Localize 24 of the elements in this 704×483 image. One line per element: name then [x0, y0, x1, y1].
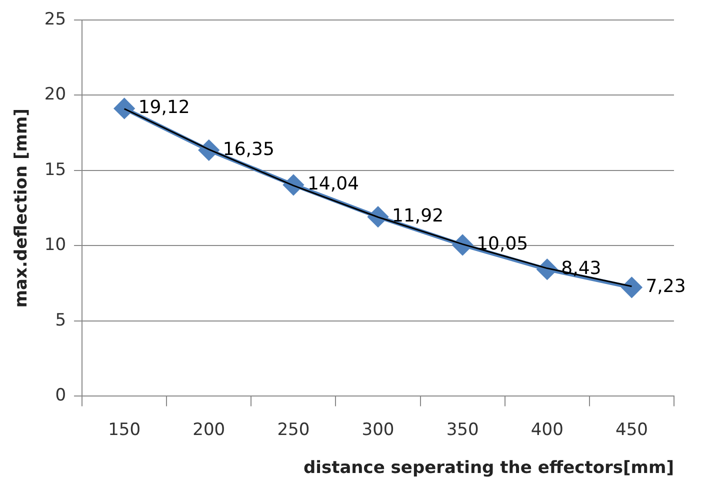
data-label: 19,12 [138, 97, 190, 118]
data-label: 8,43 [561, 258, 602, 280]
y-tick-label: 5 [55, 310, 66, 330]
y-tick-label: 25 [44, 9, 66, 30]
point [114, 98, 134, 118]
data-label: 11,92 [392, 206, 444, 226]
y-tick-label: 20 [44, 84, 66, 105]
x-tick-label: 400 [530, 420, 564, 440]
y-tick-label: 15 [44, 160, 66, 180]
y-tick-label: 10 [44, 235, 66, 256]
y-axis-title: max.deflection [mm] [12, 108, 32, 308]
x-axis-title: distance seperating the effectors[mm] [303, 458, 674, 478]
x-tick-label: 450 [615, 420, 648, 440]
point [622, 277, 642, 298]
x-tick-label: 300 [362, 420, 394, 440]
x-tick-label: 250 [277, 420, 310, 440]
data-label: 16,35 [222, 138, 274, 160]
x-tick-label: 350 [446, 420, 479, 440]
data-label: 7,23 [646, 276, 686, 298]
y-tick-label: 0 [55, 386, 66, 406]
data-label: 10,05 [476, 234, 528, 255]
x-tick-label: 200 [192, 420, 226, 440]
data-label: 14,04 [307, 174, 359, 195]
x-tick-label: 150 [108, 420, 141, 440]
